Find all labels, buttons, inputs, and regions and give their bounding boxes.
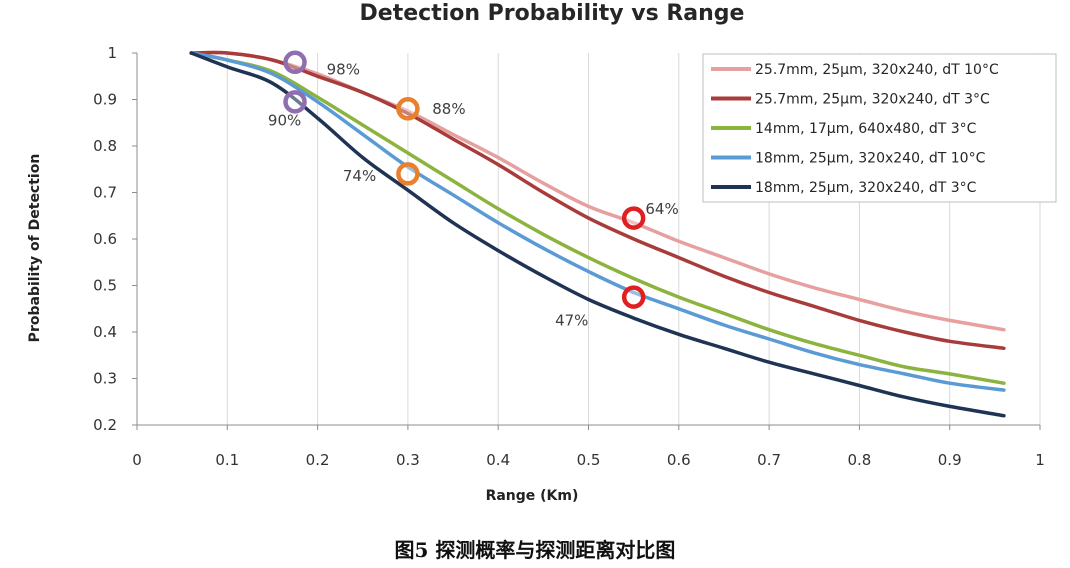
y-tick-label: 0.2 xyxy=(93,416,117,434)
series-line-1 xyxy=(189,50,1006,332)
x-tick-label: 0.3 xyxy=(396,451,420,469)
highlight-marker xyxy=(283,90,307,114)
y-tick-label: 0.6 xyxy=(93,230,117,248)
legend-box xyxy=(702,53,1057,203)
series-line-2 xyxy=(189,50,1006,351)
highlight-marker xyxy=(283,50,307,75)
highlight-marker xyxy=(621,206,646,230)
y-axis-title: Probability of Detection xyxy=(27,154,43,343)
legend-label: 18mm, 25µm, 320x240, dT 10°C xyxy=(755,151,986,167)
annotation-label: 47% xyxy=(555,311,588,329)
y-tick-label: 0.5 xyxy=(93,277,117,295)
y-tick-label: 0.4 xyxy=(93,323,117,341)
legend-label: 25.7mm, 25µm, 320x240, dT 10°C xyxy=(755,62,999,78)
x-tick-label: 0.6 xyxy=(667,451,691,469)
y-tick-label: 0.3 xyxy=(93,370,117,388)
y-tick-label: 0.8 xyxy=(93,137,117,155)
x-tick-label: 0.2 xyxy=(306,451,330,469)
annotation-label: 74% xyxy=(343,167,376,185)
highlight-marker xyxy=(396,97,420,121)
legend-label: 18mm, 25µm, 320x240, dT 3°C xyxy=(755,180,977,196)
series-layer xyxy=(189,50,1006,418)
marker-layer xyxy=(283,50,646,309)
x-tick-label: 1 xyxy=(1035,451,1045,469)
annotation-layer: 98% 90% 88% 74% 64% 47% xyxy=(268,60,679,329)
legend-label: 25.7mm, 25µm, 320x240, dT 3°C xyxy=(755,92,990,108)
chart-title: Detection Probability vs Range xyxy=(360,1,745,26)
x-tick-label: 0 xyxy=(132,451,142,469)
x-tick-label: 0.8 xyxy=(847,451,871,469)
series-line-4 xyxy=(189,51,1006,392)
x-tick-label: 0.4 xyxy=(486,451,510,469)
annotation-label: 88% xyxy=(432,100,465,118)
figure-caption: 图5 探测概率与探测距离对比图 xyxy=(394,538,676,562)
y-tick-label: 0.9 xyxy=(93,91,117,109)
axis-layer: 0 0.1 0.2 0.3 0.4 0.5 0.6 0.7 0.8 0.9 1 0.2 0.3 0.4 0.… xyxy=(93,44,1045,469)
annotation-label: 98% xyxy=(327,60,360,78)
y-tick-label: 1 xyxy=(107,44,117,62)
annotation-label: 64% xyxy=(645,200,678,218)
series-line-5 xyxy=(189,51,1006,418)
highlight-marker xyxy=(396,162,420,186)
y-tick-label: 0.7 xyxy=(93,184,117,202)
detection-chart: Detection Probability vs Range 0 0.1 0.2 0.… xyxy=(27,1,1057,504)
legend-label: 14mm, 17µm, 640x480, dT 3°C xyxy=(755,121,977,137)
annotation-label: 90% xyxy=(268,111,301,129)
legend: 25.7mm, 25µm, 320x240, dT 10°C 25.7mm, 25… xyxy=(702,53,1057,203)
x-tick-label: 0.9 xyxy=(938,451,962,469)
x-tick-label: 0.1 xyxy=(215,451,239,469)
x-tick-label: 0.5 xyxy=(577,451,601,469)
highlight-marker xyxy=(621,285,646,309)
series-line-3 xyxy=(189,51,1006,385)
x-tick-label: 0.7 xyxy=(757,451,781,469)
x-axis-title: Range (Km) xyxy=(486,488,579,504)
